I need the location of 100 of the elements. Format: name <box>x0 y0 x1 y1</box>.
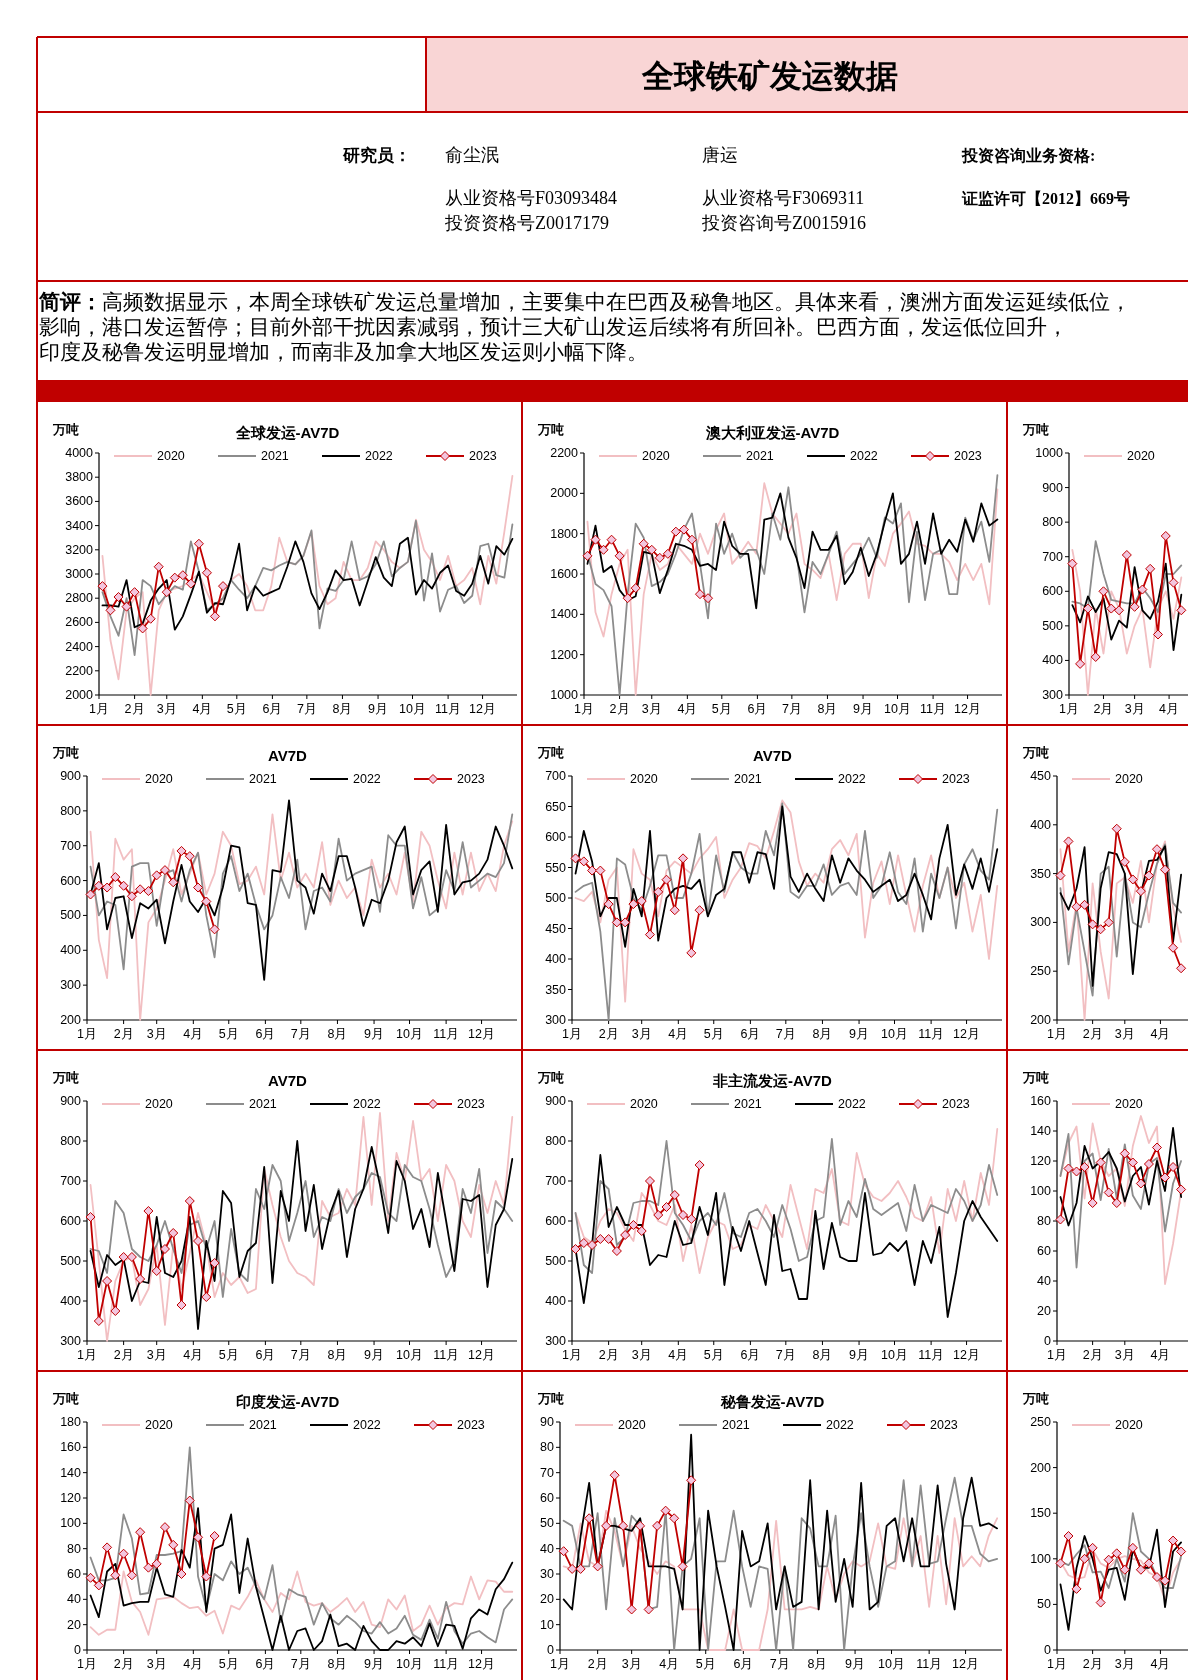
x-tick-label: 1月 <box>89 702 109 716</box>
x-tick-label: 9月 <box>849 1348 870 1362</box>
point <box>121 601 132 612</box>
x-tick-label: 5月 <box>218 1348 239 1362</box>
point <box>646 544 657 555</box>
point <box>686 1475 697 1486</box>
x-tick-label: 6月 <box>262 702 283 716</box>
point <box>686 534 697 545</box>
x-tick-label: 7月 <box>769 1657 790 1671</box>
point <box>590 534 601 545</box>
x-tick-label: 12月 <box>469 702 496 716</box>
x-tick-label: 10月 <box>884 702 911 716</box>
y-tick-label: 60 <box>67 1567 82 1581</box>
point <box>1151 1572 1162 1583</box>
point <box>1090 651 1101 662</box>
point <box>1160 864 1171 875</box>
point <box>1055 1558 1066 1569</box>
point <box>176 845 187 856</box>
y-tick-label: 600 <box>1042 584 1064 599</box>
point <box>694 589 705 600</box>
y-tick-label: 0 <box>547 1643 555 1657</box>
point <box>1106 603 1117 614</box>
point <box>1079 1162 1090 1172</box>
x-tick-label: 4月 <box>183 1348 204 1362</box>
point <box>143 1562 154 1573</box>
x-tick-label: 4月 <box>1159 702 1180 716</box>
point <box>151 1558 162 1569</box>
line-series <box>89 1507 514 1651</box>
x-tick-label: 9月 <box>368 702 389 716</box>
x-tick-label: 1月 <box>574 702 594 716</box>
y-tick-label: 80 <box>1037 1214 1052 1228</box>
y-tick-label: 60 <box>540 1491 555 1505</box>
point <box>1143 1159 1154 1169</box>
y-tick-label: 400 <box>1042 653 1064 668</box>
legend-label: 2023 <box>942 772 970 786</box>
point <box>201 567 212 578</box>
point <box>570 853 581 864</box>
y-axis-title: 万吨 <box>1022 1391 1049 1406</box>
legend-label: 2022 <box>850 449 878 463</box>
point <box>686 1214 697 1224</box>
y-tick-label: 80 <box>67 1541 82 1556</box>
legend-label: 2021 <box>746 449 774 463</box>
x-tick-label: 4月 <box>183 1657 204 1671</box>
point <box>135 1527 146 1538</box>
point <box>118 880 129 891</box>
point <box>1151 844 1162 855</box>
point <box>1095 924 1106 935</box>
legend-label: 2020 <box>1115 1097 1143 1111</box>
point <box>1114 605 1125 616</box>
legend-label: 2023 <box>457 1418 485 1432</box>
y-tick-label: 600 <box>545 830 567 844</box>
point <box>606 534 617 545</box>
point <box>143 1206 154 1216</box>
x-tick-label: 4月 <box>668 1027 689 1041</box>
legend-label: 2020 <box>145 1418 173 1432</box>
point <box>669 1190 680 1200</box>
y-tick-label: 700 <box>545 1174 567 1188</box>
x-tick-label: 2月 <box>113 1657 134 1671</box>
point <box>1145 563 1156 574</box>
point <box>1095 1597 1106 1608</box>
x-tick-label: 6月 <box>740 1348 761 1362</box>
y-tick-label: 150 <box>1030 1506 1052 1521</box>
point <box>113 591 124 602</box>
point <box>93 1316 104 1326</box>
x-tick-label: 9月 <box>845 1657 866 1671</box>
point <box>630 583 641 594</box>
point <box>193 1236 204 1246</box>
x-tick-label: 1月 <box>77 1027 97 1041</box>
point <box>102 882 113 893</box>
legend-label: 2022 <box>365 449 393 463</box>
x-tick-label: 4月 <box>659 1657 680 1671</box>
x-tick-label: 2月 <box>609 702 630 716</box>
point <box>652 1520 663 1531</box>
point <box>209 924 220 935</box>
y-tick-label: 1400 <box>550 607 579 622</box>
point <box>1135 1564 1146 1575</box>
x-tick-label: 3月 <box>1114 1027 1135 1041</box>
chart-title: 秘鲁发运-AV7D <box>719 1393 825 1410</box>
y-tick-label: 900 <box>1042 480 1064 495</box>
point <box>558 1546 569 1557</box>
text: 投资咨询业务资格: <box>961 147 1096 164</box>
x-tick-label: 7月 <box>781 702 802 716</box>
point <box>1129 601 1140 612</box>
x-tick-label: 1月 <box>550 1657 570 1671</box>
point <box>201 896 212 907</box>
x-tick-label: 9月 <box>364 1348 385 1362</box>
y-tick-label: 100 <box>60 1516 82 1531</box>
y-axis-title: 万吨 <box>537 1391 564 1406</box>
x-tick-label: 5月 <box>703 1348 724 1362</box>
point <box>151 1266 162 1276</box>
y-tick-label: 300 <box>1042 688 1064 702</box>
point <box>137 623 148 634</box>
x-tick-label: 9月 <box>364 1657 385 1671</box>
y-tick-label: 400 <box>60 943 82 958</box>
chart-title: 全球发运-AV7D <box>234 424 340 441</box>
x-tick-label: 4月 <box>1150 1657 1171 1671</box>
y-tick-label: 140 <box>60 1465 82 1480</box>
y-tick-label: 300 <box>1030 915 1052 930</box>
point <box>584 1513 595 1524</box>
point <box>694 905 705 916</box>
